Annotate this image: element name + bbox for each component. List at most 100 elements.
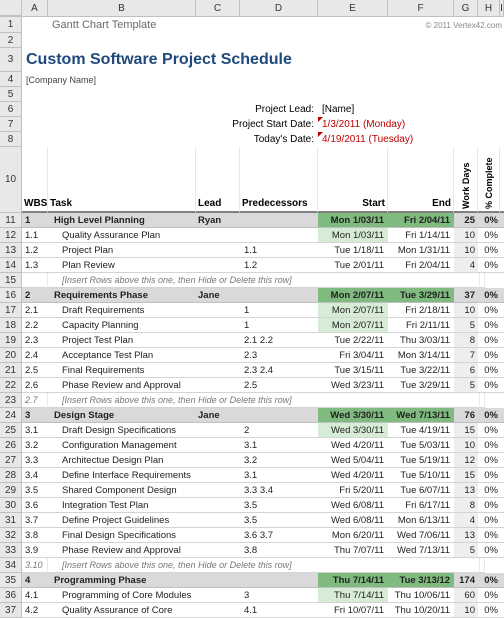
cell-task[interactable]: Project Test Plan <box>48 333 196 348</box>
header-work-days[interactable]: Work Days <box>454 147 478 213</box>
cell-wbs[interactable]: 3.9 <box>22 543 48 558</box>
row-header[interactable]: 16 <box>0 288 22 303</box>
cell-task[interactable]: Requirements Phase <box>48 288 196 303</box>
row-header[interactable]: 22 <box>0 378 22 393</box>
cell-end-date[interactable]: Wed 7/06/11 <box>388 528 454 543</box>
cell-work-days[interactable]: 6 <box>454 363 478 378</box>
cell-start-date[interactable]: Fri 3/04/11 <box>318 348 388 363</box>
today-date-value[interactable]: 4/19/2011 (Tuesday) <box>318 132 504 147</box>
cell-wbs[interactable]: 2.1 <box>22 303 48 318</box>
header-pct-complete[interactable]: % Complete <box>478 147 500 213</box>
cell-task[interactable]: Project Plan <box>48 243 196 258</box>
cell-pct-complete[interactable]: 0% <box>478 423 500 438</box>
cell-wbs[interactable]: 2.7 <box>22 393 48 408</box>
row-header[interactable]: 34 <box>0 558 22 573</box>
cell-start-date[interactable]: Mon 2/07/11 <box>318 288 388 303</box>
cell-task[interactable]: Acceptance Test Plan <box>48 348 196 363</box>
cell-task[interactable]: Draft Requirements <box>48 303 196 318</box>
header-task[interactable]: Task <box>48 147 196 213</box>
row-header[interactable]: 28 <box>0 468 22 483</box>
cell-start-date[interactable]: Mon 1/03/11 <box>318 228 388 243</box>
cell-work-days[interactable]: 10 <box>454 603 478 618</box>
cell-wbs[interactable]: 3.4 <box>22 468 48 483</box>
cell-wbs[interactable]: 1.3 <box>22 258 48 273</box>
cell-start-date[interactable]: Wed 3/30/11 <box>318 408 388 423</box>
cell-lead[interactable] <box>196 438 240 453</box>
cell-start-date[interactable]: Wed 3/23/11 <box>318 378 388 393</box>
cell-wbs[interactable]: 4.1 <box>22 588 48 603</box>
cell-lead[interactable] <box>196 588 240 603</box>
cell-task[interactable]: Phase Review and Approval <box>48 543 196 558</box>
header-lead[interactable]: Lead <box>196 147 240 213</box>
col-header-g[interactable]: G <box>454 0 478 16</box>
cell-wbs[interactable]: 2.3 <box>22 333 48 348</box>
cell-work-days[interactable]: 4 <box>454 513 478 528</box>
cell-lead[interactable] <box>196 243 240 258</box>
cell-wbs[interactable]: 3.8 <box>22 528 48 543</box>
cell-wbs[interactable]: 1.2 <box>22 243 48 258</box>
cell-lead[interactable] <box>196 498 240 513</box>
cell-lead[interactable] <box>196 603 240 618</box>
cell-start-date[interactable]: Tue 1/18/11 <box>318 243 388 258</box>
row-header-7[interactable]: 7 <box>0 117 22 132</box>
cell-lead[interactable] <box>196 318 240 333</box>
cell-end-date[interactable]: Tue 5/03/11 <box>388 438 454 453</box>
cell-predecessors[interactable]: 3.5 <box>240 498 318 513</box>
cell-pct-complete[interactable]: 0% <box>478 438 500 453</box>
cell-pct-complete[interactable]: 0% <box>478 543 500 558</box>
header-start[interactable]: Start <box>318 147 388 213</box>
cell-wbs[interactable]: 1.1 <box>22 228 48 243</box>
col-header-i[interactable]: I <box>500 0 504 16</box>
cell-lead[interactable] <box>196 528 240 543</box>
cell-work-days[interactable]: 5 <box>454 378 478 393</box>
cell-task[interactable]: Architectue Design Plan <box>48 453 196 468</box>
cell-pct-complete[interactable]: 0% <box>478 228 500 243</box>
cell-start-date[interactable]: Fri 5/20/11 <box>318 483 388 498</box>
cell-pct-complete[interactable]: 0% <box>478 363 500 378</box>
cell-predecessors[interactable] <box>240 573 318 588</box>
cell-work-days[interactable]: 10 <box>454 438 478 453</box>
cell-end-date[interactable]: Wed 7/13/11 <box>388 543 454 558</box>
row-header[interactable]: 20 <box>0 348 22 363</box>
cell-wbs[interactable]: 2 <box>22 288 48 303</box>
cell-predecessors[interactable] <box>240 228 318 243</box>
company-name[interactable]: [Company Name] <box>22 72 504 87</box>
cell-end-date[interactable]: Mon 3/14/11 <box>388 348 454 363</box>
cell-predecessors[interactable]: 1 <box>240 318 318 333</box>
cell-task[interactable]: Plan Review <box>48 258 196 273</box>
cell-wbs[interactable]: 3.7 <box>22 513 48 528</box>
project-lead-value[interactable]: [Name] <box>318 102 504 117</box>
row-header-10[interactable]: 10 <box>0 147 22 213</box>
cell-predecessors[interactable]: 3.2 <box>240 453 318 468</box>
cell-end-date[interactable]: Tue 3/22/11 <box>388 363 454 378</box>
cell-work-days[interactable]: 15 <box>454 468 478 483</box>
cell-work-days[interactable]: 13 <box>454 528 478 543</box>
cell-lead[interactable] <box>196 453 240 468</box>
cell-task[interactable]: Define Interface Requirements <box>48 468 196 483</box>
cell-predecessors[interactable]: 3.1 <box>240 468 318 483</box>
cell-lead[interactable]: Jane <box>196 288 240 303</box>
cell-wbs[interactable]: 2.4 <box>22 348 48 363</box>
col-header-h[interactable]: H <box>478 0 500 16</box>
row-header[interactable]: 17 <box>0 303 22 318</box>
cell-work-days[interactable]: 7 <box>454 348 478 363</box>
cell-start-date[interactable]: Wed 3/30/11 <box>318 423 388 438</box>
cell-work-days[interactable]: 12 <box>454 453 478 468</box>
cell-start-date[interactable]: Tue 2/01/11 <box>318 258 388 273</box>
cell-work-days[interactable]: 13 <box>454 483 478 498</box>
cell-predecessors[interactable]: 2.3 2.4 <box>240 363 318 378</box>
cell-task[interactable]: Programming Phase <box>48 573 196 588</box>
row-header[interactable]: 30 <box>0 498 22 513</box>
cell-predecessors[interactable]: 2 <box>240 423 318 438</box>
cell-work-days[interactable]: 8 <box>454 333 478 348</box>
cell-end-date[interactable]: Tue 5/19/11 <box>388 453 454 468</box>
cell-task[interactable]: Draft Design Specifications <box>48 423 196 438</box>
cell-predecessors[interactable]: 1 <box>240 303 318 318</box>
col-header-d[interactable]: D <box>240 0 318 16</box>
cell-task[interactable]: Final Requirements <box>48 363 196 378</box>
cell-pct-complete[interactable]: 0% <box>478 288 500 303</box>
cell-lead[interactable] <box>196 543 240 558</box>
row-header[interactable]: 21 <box>0 363 22 378</box>
cell-pct-complete[interactable]: 0% <box>478 573 500 588</box>
cell-task[interactable]: Configuration Management <box>48 438 196 453</box>
